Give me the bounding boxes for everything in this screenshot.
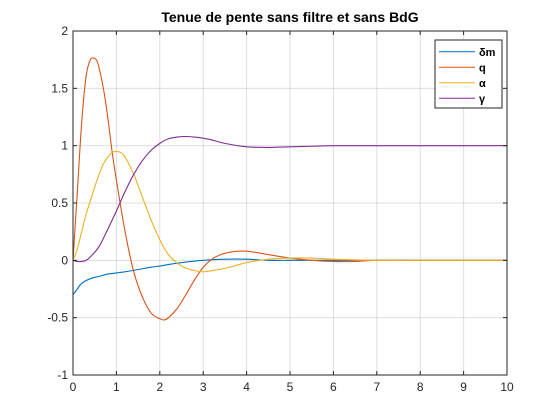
y-tick-label: 0.5	[51, 196, 68, 210]
y-tick-label: 0	[61, 253, 68, 267]
series-line-1	[72, 57, 507, 321]
x-tick-label: 4	[243, 380, 250, 394]
chart-title: Tenue de pente sans filtre et sans BdG	[161, 9, 418, 25]
x-tick-label: 6	[330, 380, 337, 394]
series-line-3	[72, 135, 507, 263]
x-tick-label: 9	[460, 380, 467, 394]
x-tick-label: 8	[417, 380, 424, 394]
x-tick-label: 2	[156, 380, 163, 394]
y-tick-label: -0.5	[47, 311, 68, 325]
y-tick-label: -1	[57, 368, 68, 382]
series-layer	[72, 57, 507, 321]
legend-label: q	[479, 62, 486, 74]
y-tick-label: 1	[61, 139, 68, 153]
series-line-2	[72, 150, 507, 273]
legend-label: γ	[479, 93, 486, 105]
x-tick-label: 0	[70, 380, 77, 394]
legend-label: δm	[479, 47, 496, 59]
x-tick-label: 1	[113, 380, 120, 394]
legend: δm qαγ	[434, 39, 503, 109]
series-line-0	[72, 258, 507, 296]
y-tick-label: 2	[61, 24, 68, 38]
x-tick-label: 3	[200, 380, 207, 394]
x-tick-label: 10	[500, 380, 514, 394]
y-tick-label: 1.5	[51, 81, 68, 95]
x-tick-label: 5	[287, 380, 294, 394]
ticks: 0 1 2 3 4 5 6 7 8 9 10 -1 -0.5 0 0.5 1 1.5 2	[47, 24, 514, 394]
legend-label: α	[479, 78, 486, 90]
x-tick-label: 7	[373, 380, 380, 394]
